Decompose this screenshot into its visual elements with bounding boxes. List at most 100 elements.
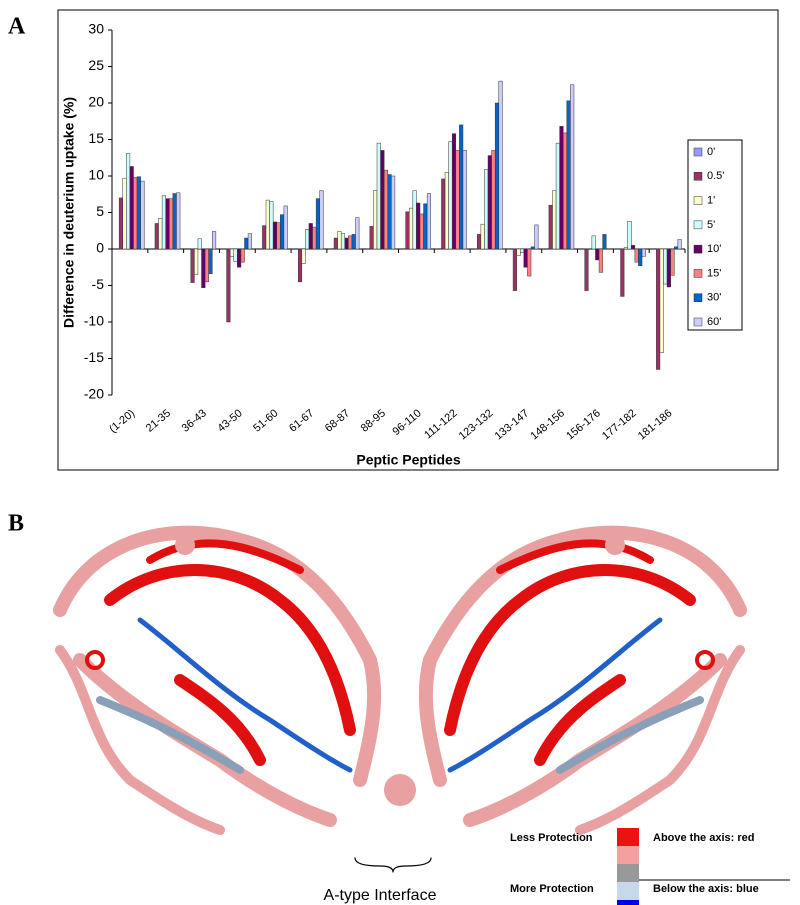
bar	[269, 201, 274, 250]
chart-frame	[57, 9, 779, 471]
bar	[176, 192, 181, 250]
x-tick-label: 148-156	[528, 407, 567, 442]
bar	[165, 198, 170, 250]
x-tick-label: 96-110	[390, 407, 423, 438]
bar	[408, 207, 414, 250]
swatch	[617, 864, 639, 882]
bar	[319, 190, 324, 250]
bar	[448, 141, 453, 250]
bar	[638, 248, 643, 267]
x-tick-label: 177-182	[600, 407, 639, 442]
bar	[373, 190, 378, 250]
bar	[229, 248, 235, 257]
bar	[462, 150, 467, 250]
y-tick-label: 20	[88, 94, 104, 110]
swatch	[617, 900, 639, 905]
legend-label: 0.5'	[707, 170, 724, 182]
legend-swatch	[693, 293, 703, 302]
bar	[169, 198, 174, 250]
bar	[133, 177, 138, 250]
bar	[484, 169, 489, 250]
y-tick-label: 10	[88, 167, 104, 183]
x-tick-label: 88-95	[359, 407, 388, 434]
x-tick-label: 21-35	[144, 407, 173, 434]
x-tick-label: 61-67	[287, 407, 316, 434]
bar	[208, 248, 213, 275]
bar	[129, 166, 134, 250]
bar	[154, 223, 159, 250]
bar	[530, 246, 535, 250]
swatch	[617, 828, 639, 846]
bar	[297, 248, 303, 283]
bar	[405, 211, 410, 250]
bar	[190, 248, 195, 283]
bar	[566, 100, 571, 250]
bar	[591, 235, 596, 250]
bar	[204, 248, 209, 283]
bar	[570, 84, 575, 250]
bar	[136, 176, 141, 250]
bar	[444, 172, 449, 250]
bar	[201, 248, 206, 288]
bar	[391, 175, 396, 250]
y-tick-label: 30	[88, 21, 104, 37]
bar	[140, 180, 145, 250]
bar	[527, 248, 532, 277]
bar	[627, 221, 632, 250]
bar	[118, 197, 123, 250]
legend-label: 15'	[707, 267, 721, 279]
bar	[194, 248, 199, 275]
legend-swatch	[693, 172, 703, 181]
bar	[631, 245, 636, 250]
bar	[348, 235, 353, 250]
bar	[441, 178, 446, 250]
y-tick-label: 5	[96, 203, 104, 219]
x-tick-label: (1-20)	[107, 407, 137, 435]
bar	[512, 248, 517, 291]
x-tick-label: 133-147	[493, 407, 532, 442]
bar	[237, 248, 242, 268]
bar	[584, 248, 589, 291]
x-tick-label: 111-122	[422, 407, 459, 441]
bar	[233, 248, 238, 262]
bar	[602, 234, 607, 250]
bar	[555, 142, 560, 250]
bar	[226, 248, 231, 323]
bar	[380, 150, 385, 250]
bar	[487, 155, 492, 250]
legend-label: 30'	[707, 292, 721, 304]
bar	[455, 150, 460, 250]
bar	[244, 237, 249, 250]
y-axis-title: Difference in deuterium uptake (%)	[61, 97, 77, 328]
bar	[158, 218, 163, 250]
bar	[595, 248, 600, 261]
y-tick-label: 25	[88, 57, 104, 73]
legend-swatch	[693, 147, 703, 157]
legend-label: 1'	[707, 194, 715, 206]
x-tick-label: 51-60	[251, 407, 280, 434]
bar	[666, 248, 671, 288]
y-tick-label: -15	[84, 349, 104, 365]
y-tick-label: -20	[84, 386, 104, 402]
bar	[283, 205, 288, 250]
legend-label: 0'	[707, 146, 715, 158]
bar	[344, 237, 349, 250]
bar	[369, 226, 374, 250]
legend-swatch	[693, 244, 703, 254]
panel-label: B	[8, 511, 24, 537]
x-tick-label: 68-87	[323, 407, 352, 434]
bar	[308, 223, 313, 250]
bar	[376, 142, 381, 250]
bar	[340, 233, 346, 250]
bar	[265, 199, 270, 250]
bar	[480, 223, 485, 250]
bar	[355, 217, 360, 250]
legend-text: More Protection	[510, 883, 594, 895]
bar	[416, 202, 421, 250]
x-tick-label: 181-186	[636, 407, 675, 442]
x-tick-label: 36-43	[180, 407, 209, 434]
legend-label: 60'	[707, 316, 721, 328]
bar	[451, 133, 457, 250]
